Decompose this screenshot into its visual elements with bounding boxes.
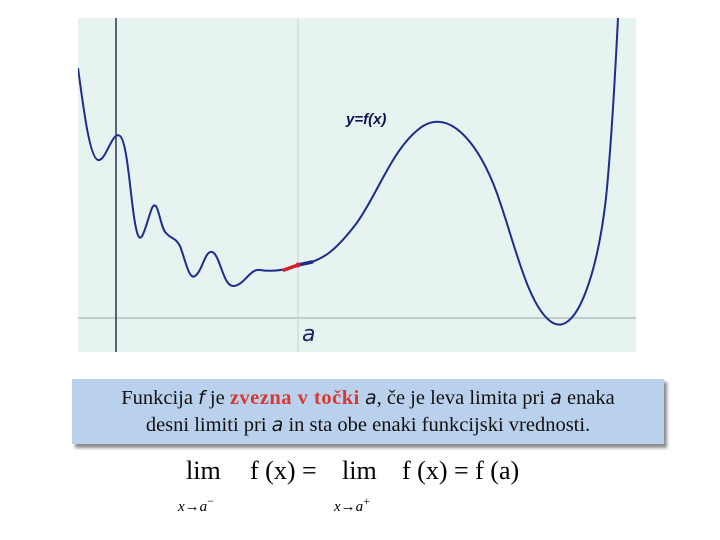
lim-right-approach: x→a bbox=[334, 499, 364, 515]
point-symbol: a bbox=[271, 414, 284, 436]
function-curve bbox=[78, 18, 619, 326]
function-symbol: f bbox=[198, 387, 205, 409]
right-limit-expression: f (x) = f (a) bbox=[402, 456, 520, 485]
definition-text: desni limiti pri bbox=[145, 414, 272, 436]
lim-left-approach: x→a bbox=[178, 499, 208, 515]
definition-box: Funkcija f je zvezna v točki a, če je le… bbox=[72, 378, 664, 444]
curve-label: y=f(x) bbox=[346, 111, 387, 128]
lim-left-subscript: x→a− bbox=[178, 494, 214, 516]
definition-text: in sta obe enaki funkcijski vrednosti. bbox=[283, 414, 591, 436]
point-symbol: a bbox=[550, 387, 562, 409]
limit-formula: lim x→a− f (x) = lim x→a+ f (x) = f (a) bbox=[170, 450, 570, 520]
function-graph bbox=[78, 18, 636, 352]
continuity-highlight: zvezna v točki bbox=[229, 387, 360, 409]
lim-right-subscript: x→a+ bbox=[334, 494, 370, 516]
definition-text: je bbox=[204, 387, 230, 409]
graph-canvas bbox=[78, 18, 636, 352]
left-limit-expression: f (x) = bbox=[250, 456, 317, 485]
definition-line-2: desni limiti pri a in sta obe enaki funk… bbox=[72, 412, 664, 439]
definition-text: Funkcija bbox=[121, 387, 199, 409]
definition-text: , če je leva limita pri bbox=[376, 387, 551, 409]
lim-left: lim bbox=[186, 456, 221, 485]
point-a-label: a bbox=[302, 322, 316, 347]
definition-text: enaka bbox=[561, 387, 615, 409]
lim-left-sign: − bbox=[207, 494, 214, 508]
point-symbol: a bbox=[364, 387, 377, 409]
definition-line-1: Funkcija f je zvezna v točki a, če je le… bbox=[72, 385, 664, 412]
lim-right-sign: + bbox=[363, 494, 370, 508]
lim-right: lim bbox=[342, 456, 377, 485]
marker-point bbox=[295, 262, 301, 268]
